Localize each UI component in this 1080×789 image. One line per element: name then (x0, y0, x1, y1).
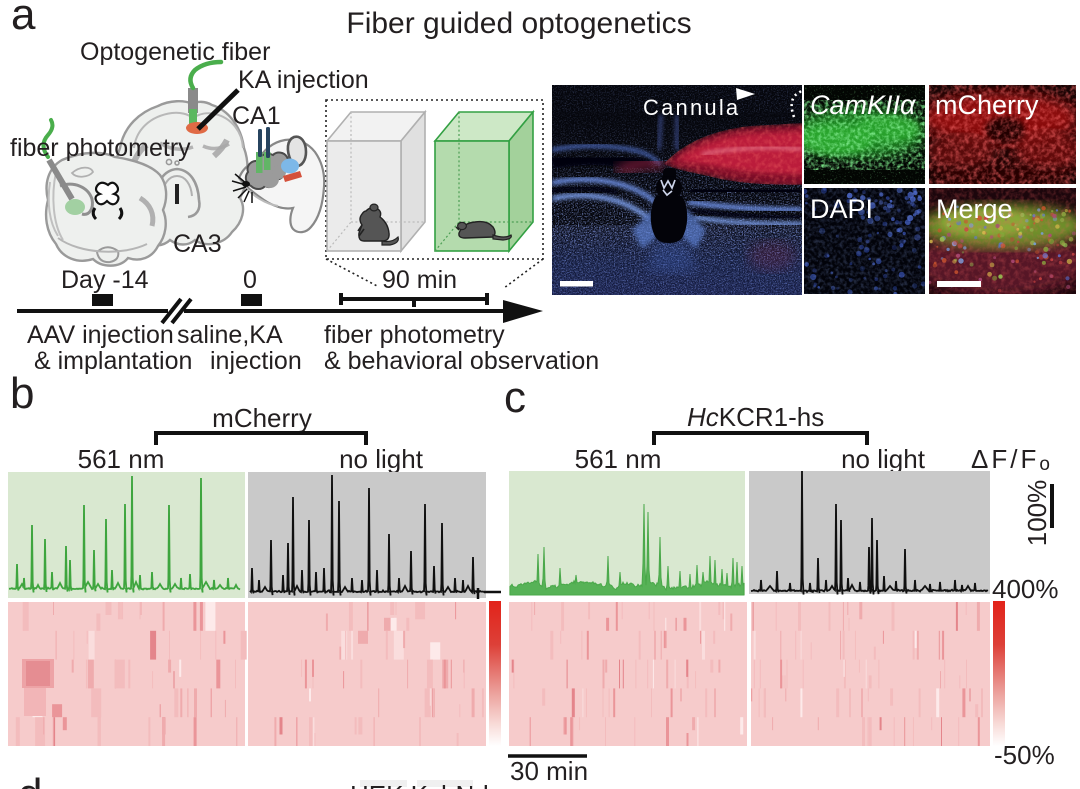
svg-text:400%: 400% (992, 574, 1059, 604)
svg-text:AAV injection: AAV injection (27, 321, 174, 349)
svg-text:Merge: Merge (936, 194, 1013, 224)
svg-text:CA3: CA3 (173, 230, 222, 258)
svg-text:c: c (504, 373, 526, 422)
svg-text:saline,KA: saline,KA (177, 321, 283, 349)
svg-text:HEK KchN-hs: HEK KchN-hs (350, 780, 510, 789)
svg-text:mCherry: mCherry (935, 90, 1039, 120)
svg-text:Day -14: Day -14 (61, 266, 149, 294)
svg-text:CamKIIα: CamKIIα (810, 90, 917, 120)
svg-text:injection: injection (210, 347, 302, 375)
svg-text:561 nm: 561 nm (78, 444, 165, 474)
svg-text:& behavioral observation: & behavioral observation (324, 347, 599, 375)
svg-text:Optogenetic fiber: Optogenetic fiber (80, 38, 270, 66)
svg-text:CA1: CA1 (232, 102, 281, 130)
svg-text:561 nm: 561 nm (575, 444, 662, 474)
svg-text:a: a (11, 0, 36, 39)
svg-text:90 min: 90 min (382, 266, 457, 294)
svg-text:Cannula: Cannula (643, 95, 740, 120)
svg-text:0: 0 (243, 266, 257, 294)
svg-text:no light: no light (339, 444, 424, 474)
svg-text:fiber photometry: fiber photometry (10, 134, 191, 162)
svg-text:HcKCR1-hs: HcKCR1-hs (687, 402, 824, 432)
svg-text:ΔF/Fo: ΔF/Fo (971, 444, 1050, 475)
svg-text:b: b (10, 369, 34, 418)
svg-text:Fiber guided optogenetics: Fiber guided optogenetics (346, 7, 691, 40)
svg-text:no light: no light (841, 444, 926, 474)
svg-text:& implantation: & implantation (34, 347, 192, 375)
svg-text:30 min: 30 min (510, 756, 588, 786)
svg-text:KA injection: KA injection (238, 66, 369, 94)
svg-text:-50%: -50% (994, 740, 1055, 770)
svg-text:d: d (18, 770, 42, 789)
svg-text:DAPI: DAPI (810, 194, 873, 224)
svg-text:100%: 100% (1022, 480, 1052, 547)
svg-text:mCherry: mCherry (212, 403, 312, 433)
svg-text:fiber photometry: fiber photometry (324, 321, 505, 349)
